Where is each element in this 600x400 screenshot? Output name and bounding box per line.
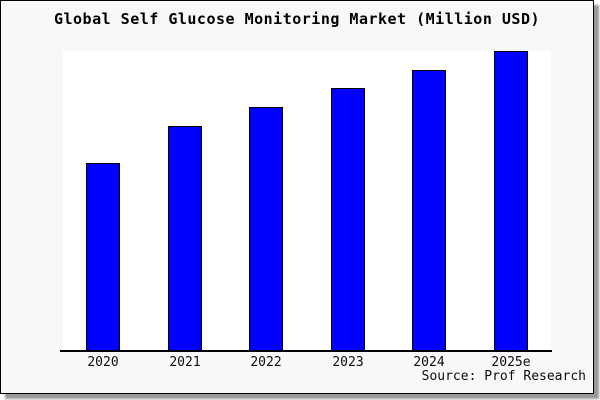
chart-title: Global Self Glucose Monitoring Market (M… (53, 10, 541, 28)
chart-frame: Global Self Glucose Monitoring Market (M… (0, 0, 594, 394)
x-tick-label-2024: 2024 (413, 355, 445, 370)
bar-2024 (412, 70, 446, 351)
x-tick-label-2022: 2022 (250, 355, 282, 370)
x-tick-label-2023: 2023 (332, 355, 364, 370)
bar-2021 (168, 126, 202, 351)
x-tick-label-2021: 2021 (169, 355, 201, 370)
bar-2023 (331, 88, 365, 351)
source-note: Source: Prof Research (421, 369, 586, 384)
bar-2025e (494, 51, 528, 351)
bar-2022 (249, 107, 283, 351)
x-axis-line (60, 350, 552, 352)
bar-2020 (86, 163, 120, 351)
x-axis-tick-labels: 2020 2021 2022 2023 2024 2025e (63, 355, 551, 371)
x-tick-label-2020: 2020 (87, 355, 119, 370)
x-tick-label-2025e: 2025e (491, 355, 531, 370)
plot-area (63, 51, 551, 351)
